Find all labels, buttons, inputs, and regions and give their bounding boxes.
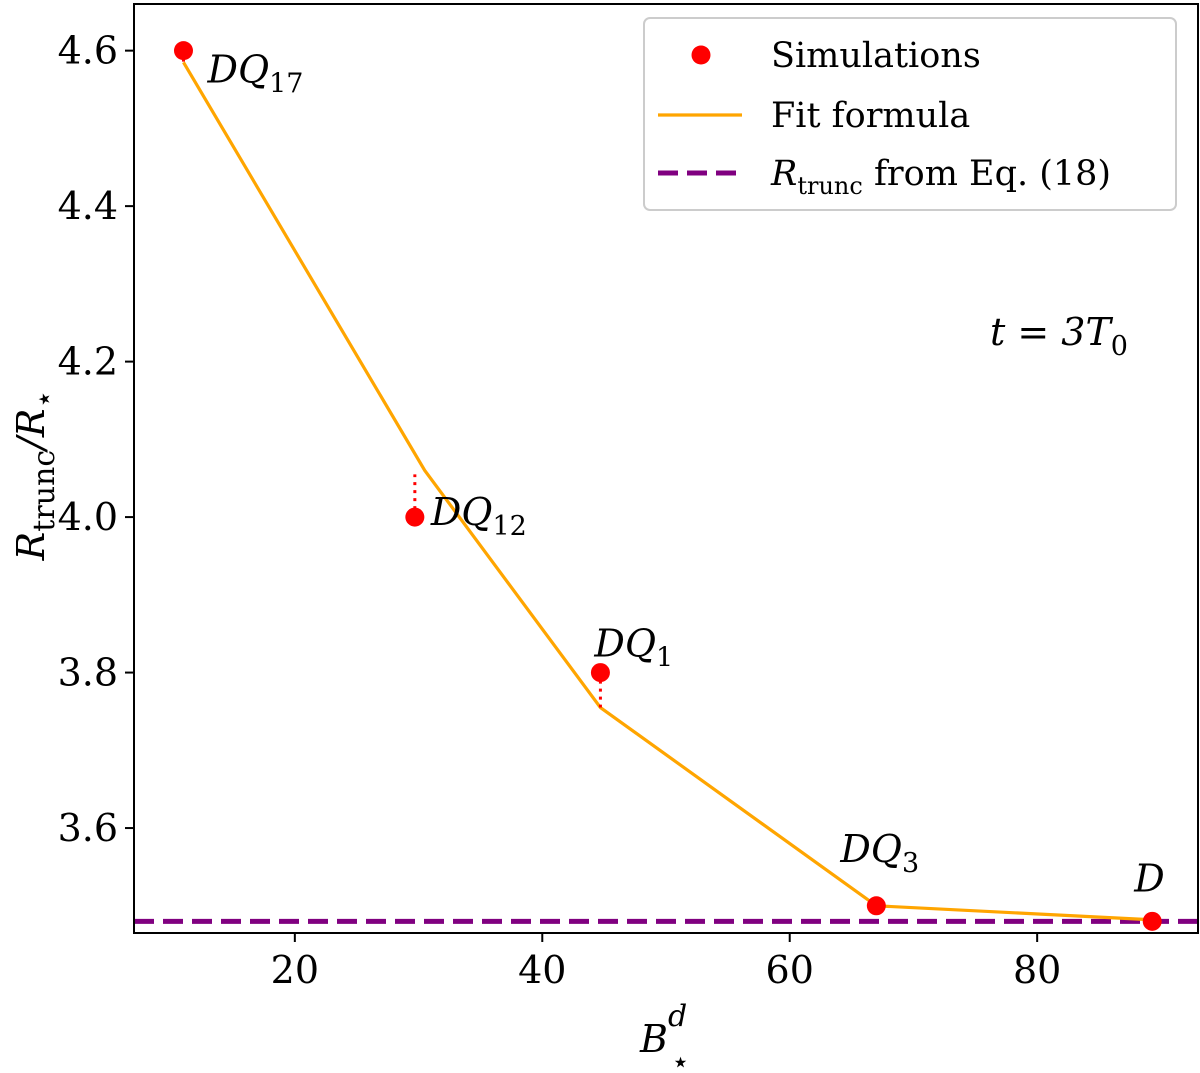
point-label: D	[1133, 856, 1164, 900]
annotation-sub: 0	[1111, 331, 1128, 362]
residual-layer	[181, 50, 602, 708]
tick-layer: 20 40 60 80 3.6 3.8 4.0 4.2 4.4 4.6	[58, 29, 1062, 992]
point-label: DQ17	[206, 48, 303, 100]
ylabel-rest-sub: ⋆	[27, 390, 62, 409]
x-axis-label: Bd ⋆	[639, 999, 690, 1073]
y-tick-label: 3.6	[58, 806, 118, 850]
data-point	[590, 663, 610, 683]
legend-simulations-marker	[691, 45, 711, 65]
data-point	[173, 41, 193, 61]
legend-simulations-label: Simulations	[771, 36, 981, 76]
ylabel-base: R	[9, 532, 53, 562]
y-tick-label: 4.2	[58, 340, 118, 384]
points-layer	[173, 41, 1162, 931]
legend-fit-label: Fit formula	[771, 96, 970, 136]
ylabel-rest: /R	[9, 408, 53, 453]
data-point	[405, 507, 425, 527]
legend: Simulations Fit formula Rtrunc from Eq. …	[643, 17, 1177, 211]
y-tick-label: 4.4	[58, 184, 118, 228]
point-label-sub: 3	[902, 848, 919, 879]
x-tick-label: 40	[518, 948, 566, 992]
y-tick-label: 4.0	[58, 495, 118, 539]
x-tick-label: 80	[1013, 948, 1061, 992]
x-tick-label: 20	[271, 948, 319, 992]
point-label: DQ1	[593, 622, 673, 674]
xlabel-base: B	[639, 1017, 668, 1061]
ylabel-sub: trunc	[27, 450, 62, 532]
legend-ref-sub: trunc	[797, 172, 862, 200]
point-label-main: D	[1133, 856, 1164, 900]
point-label-sub: 12	[492, 511, 526, 542]
xlabel-sub: ⋆	[671, 1045, 690, 1073]
point-label-main: DQ	[430, 490, 493, 534]
point-label-main: DQ	[593, 622, 656, 666]
y-tick-label: 3.8	[58, 651, 118, 695]
data-point	[1142, 911, 1162, 931]
y-axis-label: Rtrunc/R⋆	[9, 390, 62, 562]
time-annotation: t = 3T0	[990, 310, 1128, 362]
data-point	[866, 896, 886, 916]
legend-box	[643, 17, 1177, 211]
point-label: DQ3	[839, 827, 919, 879]
plot-frame	[133, 3, 1199, 934]
point-label: DQ12	[430, 490, 527, 542]
annotation-text: t = 3T	[990, 310, 1113, 354]
point-label-main: DQ	[839, 827, 902, 871]
point-label-main: DQ	[206, 48, 269, 92]
y-tick-label: 4.6	[58, 29, 118, 73]
legend-reference-label: Rtrunc from Eq. (18)	[770, 154, 1111, 200]
legend-ref-base: R	[770, 154, 797, 194]
x-tick-label: 60	[766, 948, 814, 992]
point-label-sub: 17	[269, 69, 303, 100]
legend-ref-rest: from Eq. (18)	[863, 154, 1111, 194]
point-label-sub: 1	[656, 643, 673, 674]
xlabel-sup: d	[668, 999, 687, 1034]
